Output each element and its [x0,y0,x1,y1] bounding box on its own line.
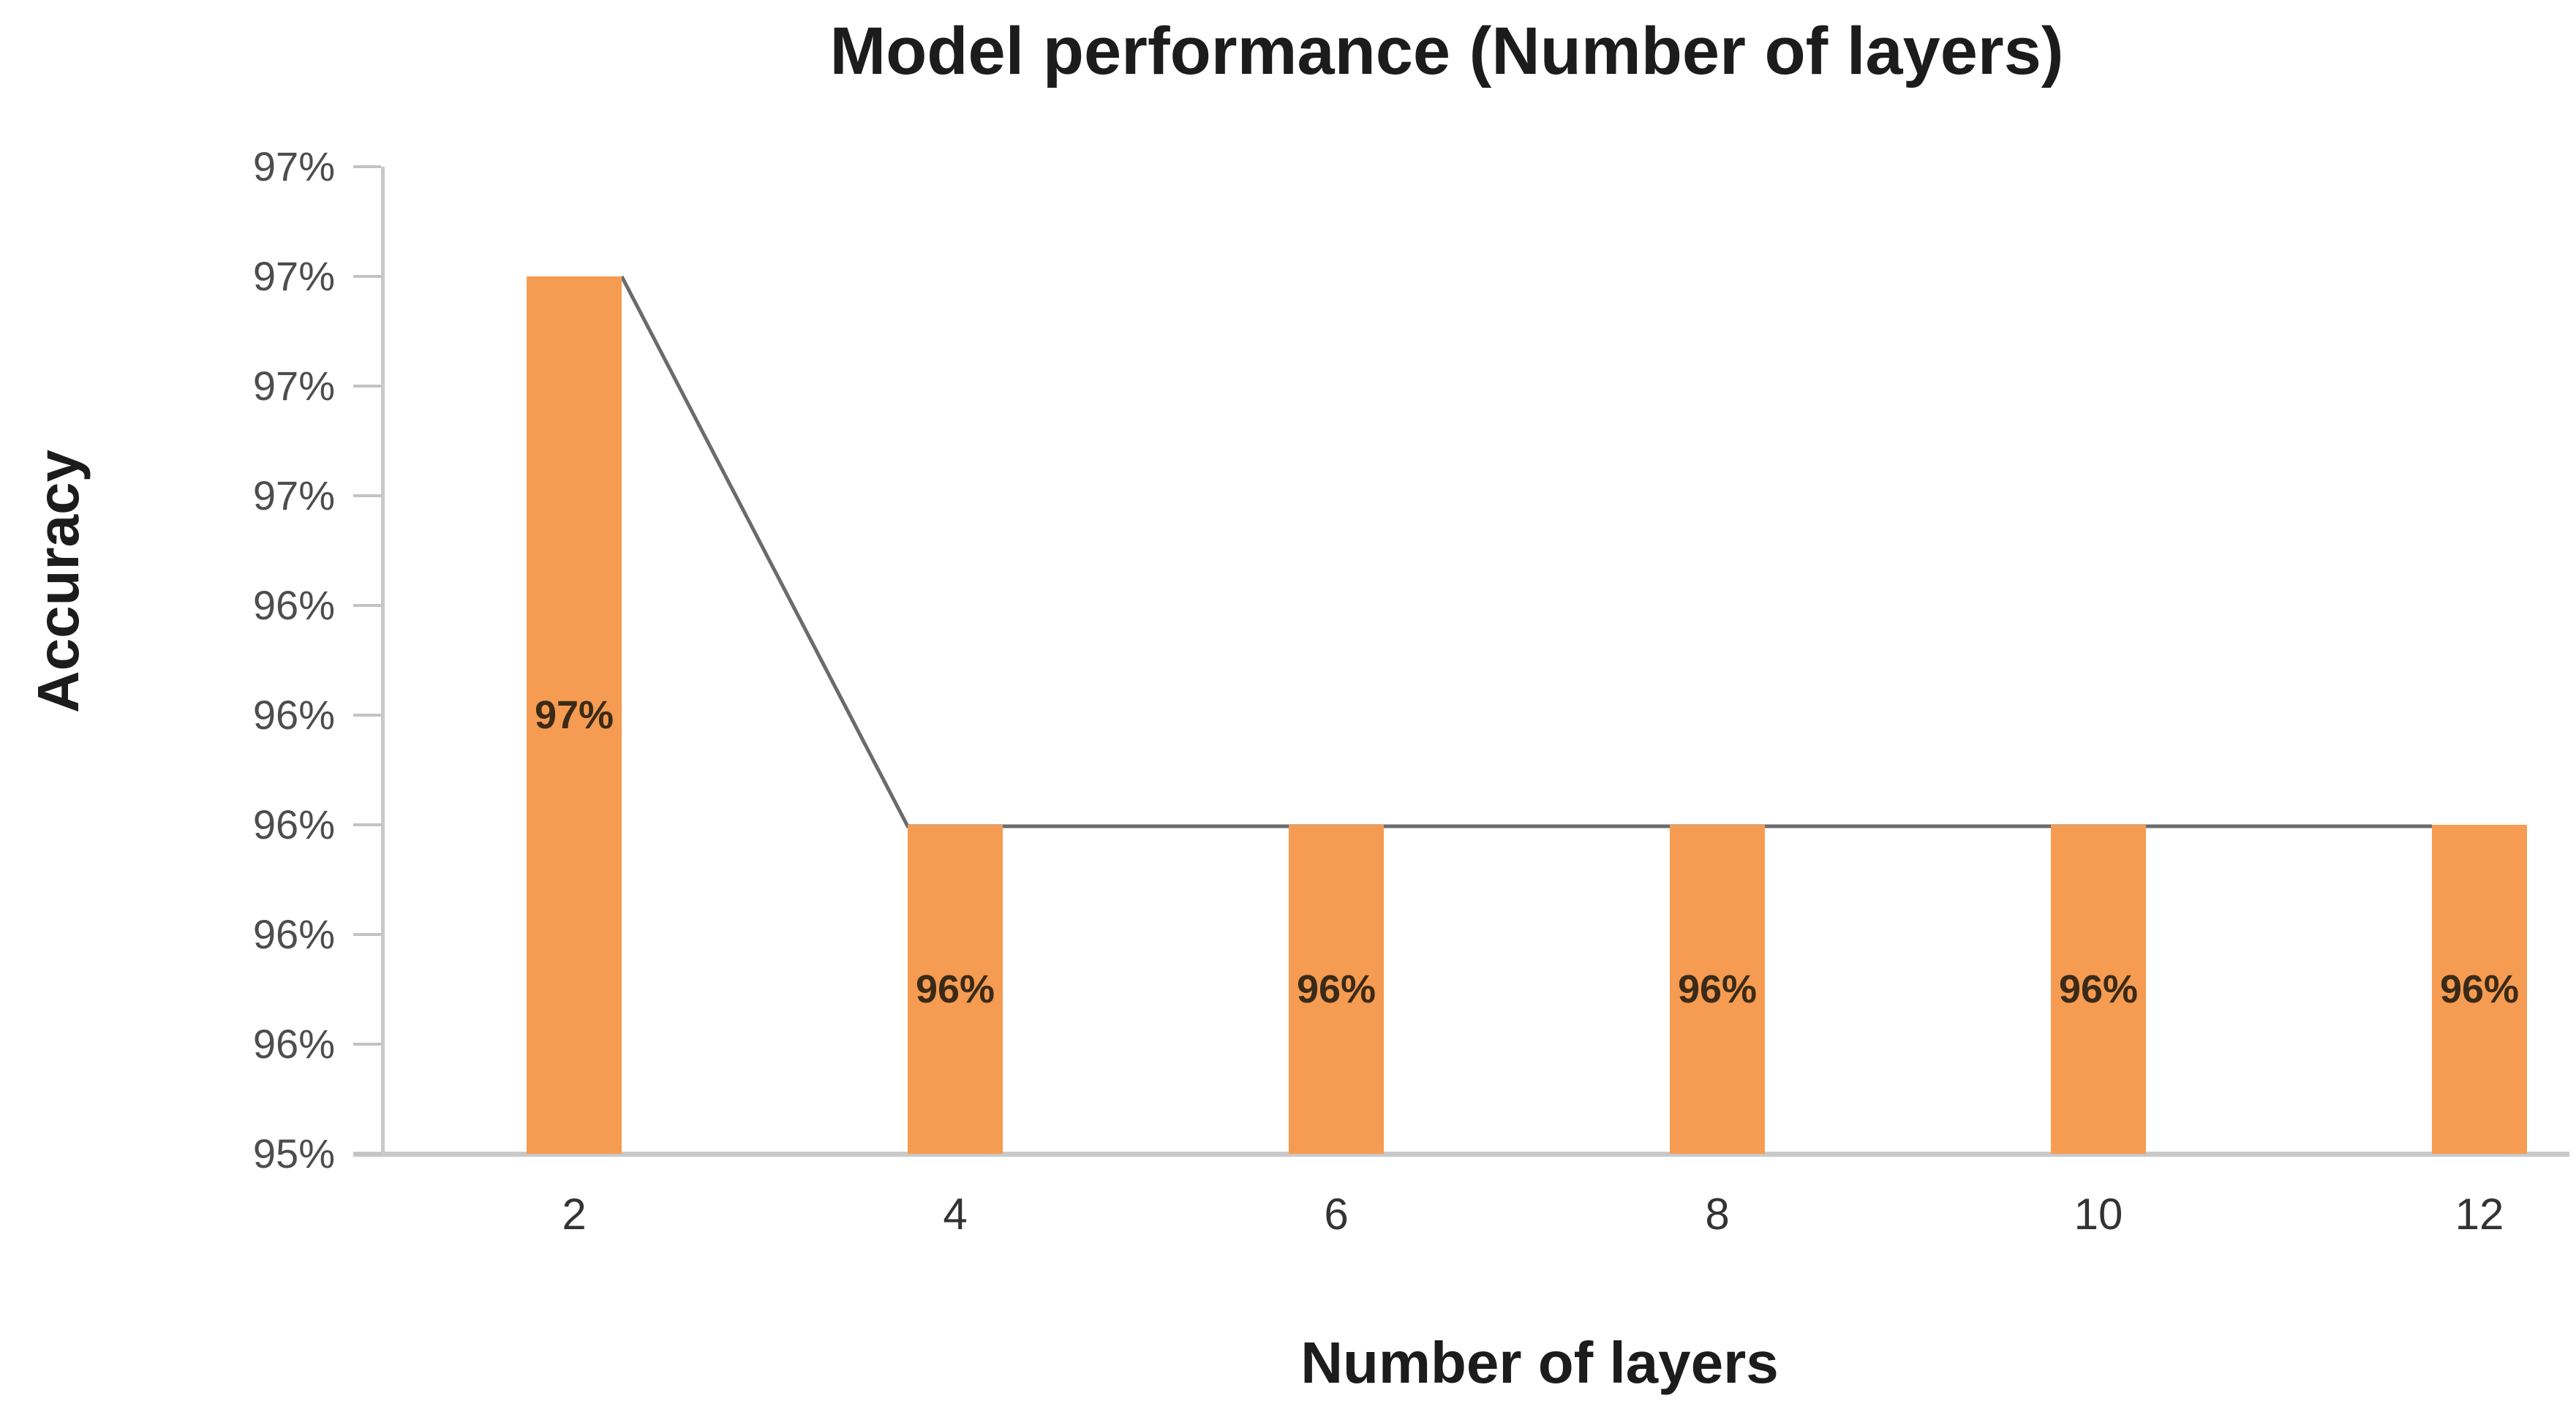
y-tick-label: 96% [252,582,335,628]
x-tick-label: 12 [2455,1190,2504,1239]
bar-value-label: 96% [915,967,995,1011]
y-axis-tick-mark [353,714,381,717]
y-axis-title: Accuracy [26,449,91,714]
y-tick-label: 97% [252,472,335,518]
y-axis-tick-mark [353,1152,381,1155]
plot-area: 97% 97% 97% 97% 96% 96% 96% 96% 96% 95% 97% 2 96% 4 96… [253,143,2576,1239]
bar-value-label: 96% [1296,967,1376,1011]
x-tick-label: 2 [562,1190,587,1239]
y-axis-tick-mark [353,823,381,826]
x-tick-label: 10 [2074,1190,2123,1239]
y-axis-tick-mark [353,604,381,607]
chart-title: Model performance (Number of layers) [829,14,2064,88]
bar [527,276,622,1154]
bar [1670,825,1765,1154]
bar [2051,825,2146,1154]
y-tick-label: 97% [252,253,335,299]
bar-value-label: 96% [2058,967,2139,1011]
bar [1289,825,1384,1154]
series-line-layer [619,275,2432,828]
y-tick-label: 96% [252,911,335,957]
y-tick-label: 95% [252,1130,335,1177]
y-tick-label: 97% [252,363,335,409]
y-tick-label: 96% [252,692,335,738]
bar [2432,825,2527,1154]
x-axis-title: Number of layers [1300,1330,1779,1395]
bar-value-label: 96% [1677,967,1758,1011]
x-tick-label: 4 [943,1190,968,1239]
bar [908,825,1003,1154]
bar-value-label: 96% [2439,967,2520,1011]
y-tick-label: 96% [252,801,335,847]
series-line [619,275,2432,828]
y-axis-tick-mark [353,933,381,936]
y-tick-label: 96% [252,1021,335,1067]
y-axis-line [381,167,385,1157]
bar-value-label: 97% [534,693,614,737]
y-axis-tick-mark [353,494,381,497]
x-tick-label: 8 [1705,1190,1730,1239]
x-axis-line [353,1152,2569,1157]
y-axis-tick-mark [353,275,381,278]
y-axis-tick-mark [353,165,381,168]
y-axis-tick-mark [353,1043,381,1046]
x-tick-label: 6 [1324,1190,1349,1239]
y-tick-label: 97% [252,143,335,189]
y-axis-tick-mark [353,385,381,388]
